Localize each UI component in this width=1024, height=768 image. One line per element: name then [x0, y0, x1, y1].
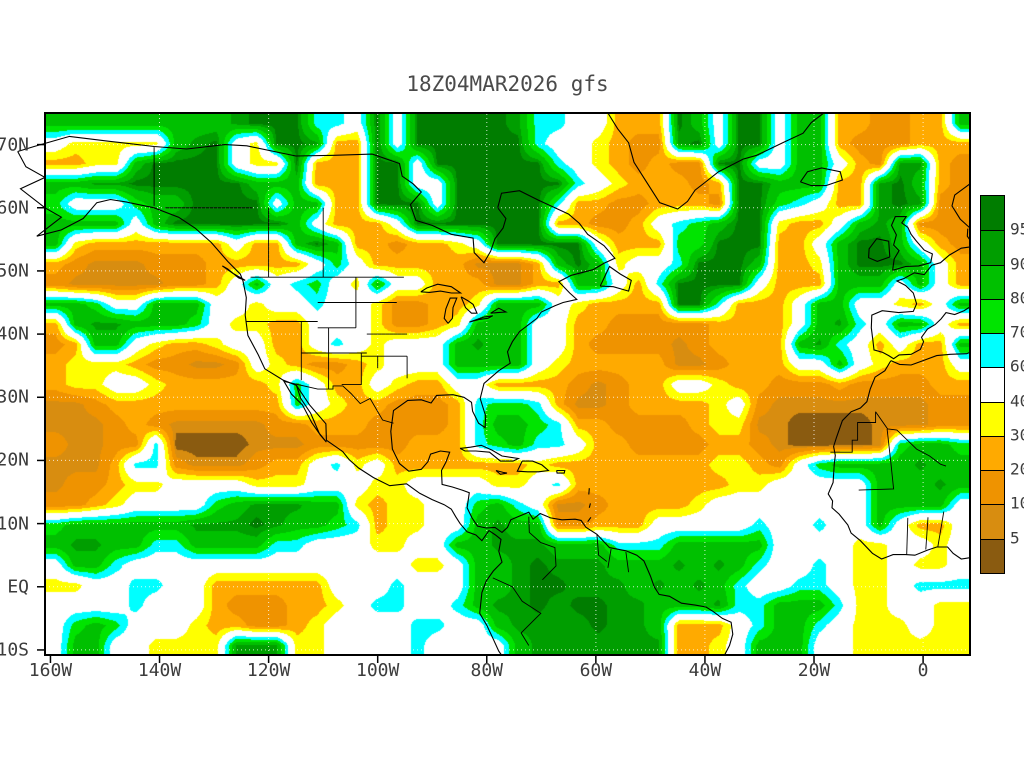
coastline — [799, 167, 844, 187]
coastline — [516, 460, 550, 473]
colorbar-segment — [981, 196, 1004, 231]
political-border — [341, 353, 362, 386]
coastline — [420, 283, 463, 294]
lon-label: 120W — [246, 660, 291, 681]
lon-label: 0 — [917, 660, 929, 681]
political-border — [625, 551, 630, 573]
coastline — [588, 488, 590, 495]
lon-label: 100W — [356, 660, 400, 681]
colorbar-label: 90 — [1010, 254, 1024, 274]
figure-title-line1: 18Z04MAR2026 gfs — [406, 72, 609, 96]
latitude-axis-labels: 70N 60N 50N 40N 30N 20N 10N EQ 10S — [0, 113, 37, 660]
colorbar-segment — [981, 470, 1004, 505]
map-frame — [44, 112, 971, 656]
coastline — [460, 296, 478, 314]
coastline — [868, 238, 891, 262]
colorbar-segment — [981, 504, 1004, 539]
political-border — [528, 516, 557, 581]
coastline — [827, 360, 971, 560]
coastline — [588, 503, 591, 508]
coastline — [870, 246, 971, 360]
political-border — [906, 517, 909, 555]
political-border — [858, 428, 895, 491]
lon-label: 80W — [470, 660, 504, 681]
lat-label: 20N — [0, 449, 29, 471]
colorbar-segment — [981, 230, 1004, 265]
lat-label: 50N — [0, 260, 29, 282]
lon-label: 20W — [797, 660, 831, 681]
colorbar-label: 10 — [1010, 493, 1024, 513]
colorbar-label: 5 — [1010, 528, 1020, 548]
coastline — [221, 265, 246, 281]
humidity-field-canvas — [45, 113, 970, 655]
coastline — [890, 351, 971, 366]
coastline — [459, 444, 521, 462]
colorbar-segment — [981, 435, 1004, 471]
colorbar — [980, 195, 1005, 574]
lon-label: 40W — [688, 660, 722, 681]
political-border — [596, 534, 608, 562]
lat-label: 60N — [0, 197, 29, 219]
longitude-axis-labels: 160W 140W 120W 100W 80W 60W 40W 20W 0 — [29, 658, 970, 682]
lon-label: 160W — [28, 660, 73, 681]
coastline — [282, 379, 327, 443]
colorbar-segment — [981, 264, 1004, 299]
coastline — [890, 216, 934, 271]
political-border — [492, 577, 542, 646]
colorbar-segment — [981, 367, 1004, 402]
lat-label: 30N — [0, 386, 29, 408]
coastline — [495, 469, 508, 475]
lat-label: 70N — [0, 134, 29, 156]
coastline — [469, 315, 494, 323]
colorbar-label: 20 — [1010, 459, 1024, 479]
coastline — [490, 307, 508, 314]
colorbar-labels: 95 90 80 70 60 40 30 20 10 5 — [1010, 195, 1024, 574]
lat-label: 40N — [0, 323, 29, 345]
colorbar-label: 95 — [1010, 219, 1024, 239]
coastline — [17, 135, 734, 656]
coastline — [556, 469, 566, 474]
colorbar-segment — [981, 333, 1004, 368]
coastline — [951, 183, 971, 229]
political-border — [830, 411, 877, 453]
lat-label: 10N — [0, 513, 29, 535]
coastline — [599, 265, 632, 292]
coastline — [443, 297, 458, 324]
lat-label: EQ — [7, 576, 29, 598]
colorbar-segment — [981, 401, 1004, 436]
lon-label: 140W — [137, 660, 182, 681]
map-plot-area — [17, 112, 971, 663]
political-border — [937, 511, 945, 548]
colorbar-segment — [981, 538, 1004, 573]
lon-label: 60W — [579, 660, 613, 681]
colorbar-segment — [981, 298, 1004, 334]
political-border — [925, 517, 929, 550]
map-overlay-svg — [17, 112, 971, 663]
colorbar-label: 70 — [1010, 322, 1024, 342]
political-border — [875, 411, 947, 467]
political-border — [607, 548, 612, 568]
lat-label: 10S — [0, 639, 29, 661]
colorbar-label: 40 — [1010, 391, 1024, 411]
political-border — [284, 381, 394, 424]
coastline — [17, 151, 503, 656]
colorbar-label: 30 — [1010, 425, 1024, 445]
colorbar-label: 80 — [1010, 288, 1024, 308]
coastline — [587, 516, 592, 523]
colorbar-label: 60 — [1010, 356, 1024, 376]
coastline — [607, 112, 825, 210]
